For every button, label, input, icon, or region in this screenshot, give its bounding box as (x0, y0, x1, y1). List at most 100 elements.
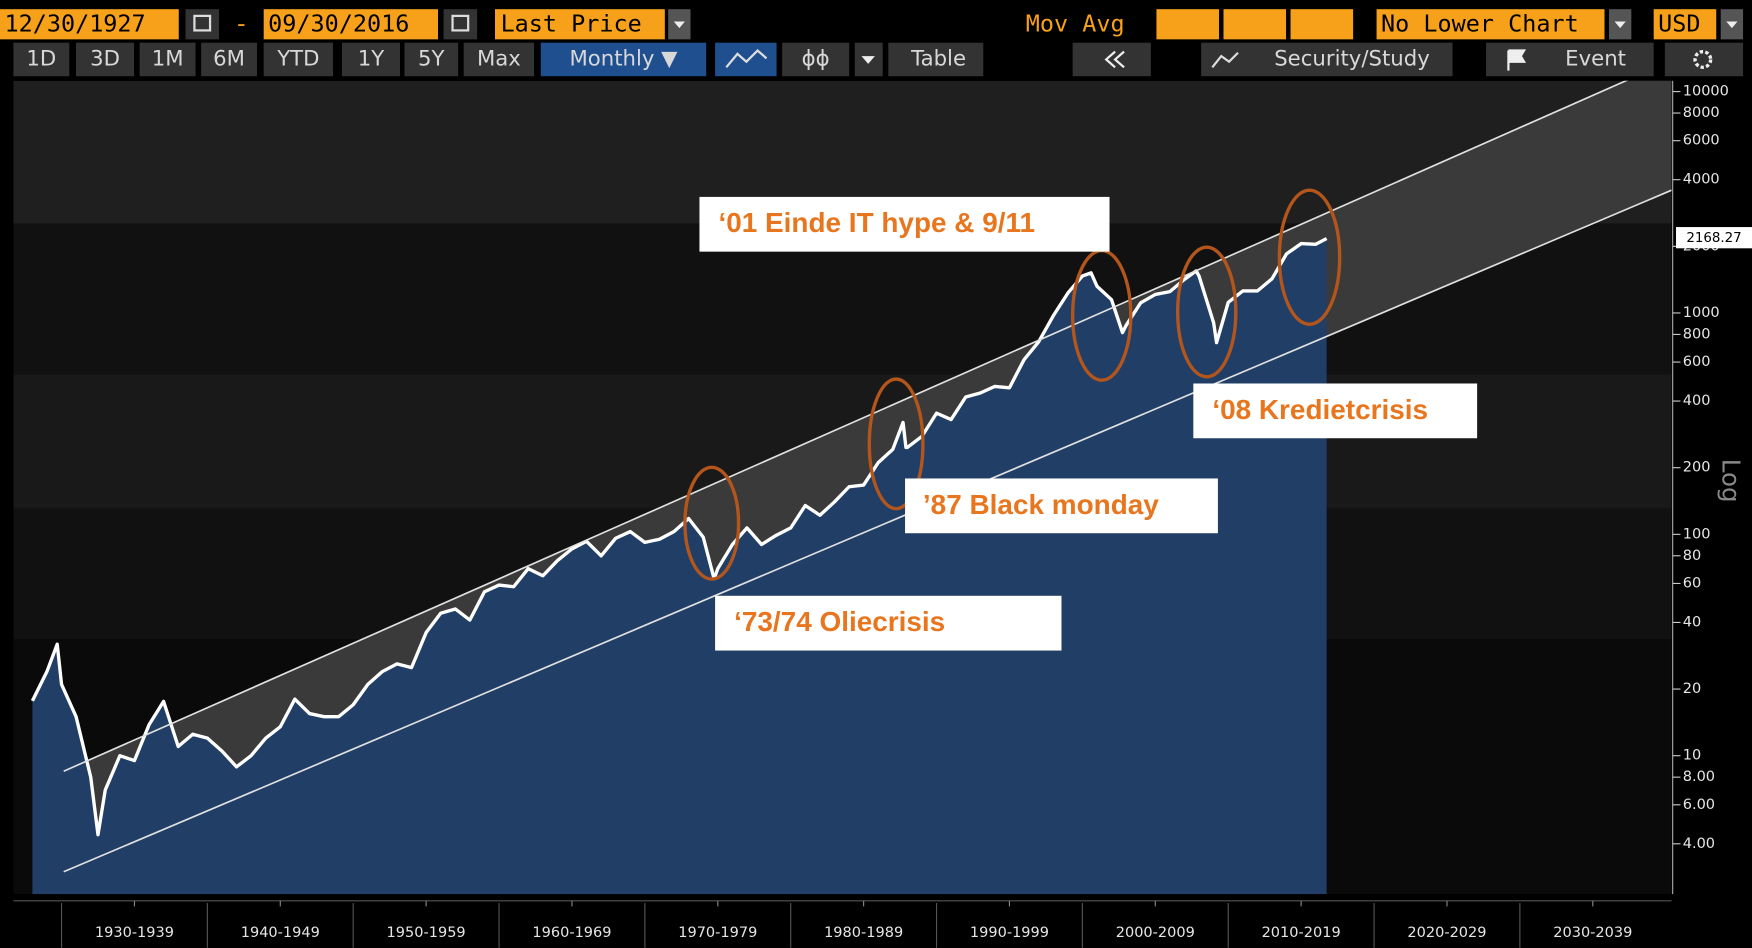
period-button[interactable] (201, 42, 257, 77)
annotation-box (1193, 383, 1478, 439)
y-tick-label: 20 (1683, 681, 1701, 697)
period-label: 1Y (358, 46, 385, 71)
calendar-icon (193, 14, 212, 32)
x-tick-label: 2030-2039 (1553, 925, 1632, 941)
period-label: 3D (90, 46, 120, 71)
period-button[interactable] (341, 42, 401, 77)
frequency-label: Monthly ▼ (569, 46, 678, 71)
annotation: ’87 Black monday (923, 489, 1159, 520)
currency-label: USD (1658, 9, 1700, 37)
x-tick-label: 2000-2009 (1116, 925, 1195, 941)
annotation: ‘08 Kredietcrisis (1212, 394, 1428, 425)
security-study-label: Security/Study (1274, 46, 1430, 71)
chevron (1113, 50, 1125, 69)
settings-button[interactable] (1664, 42, 1744, 77)
x-tick-label: 1930-1939 (95, 925, 174, 941)
event-label: Event (1565, 46, 1626, 71)
candle-chart-button[interactable] (782, 42, 850, 77)
annotation-box (699, 196, 1110, 252)
table-label: Table (910, 46, 966, 71)
highlight (683, 465, 741, 581)
toolbar-bottom: Monthly ▼ ɸɸ Table Security/Study Event … (13, 42, 1744, 77)
y-tick-label: 6.00 (1683, 797, 1715, 813)
annotation-box (715, 595, 1062, 651)
x-tick-label: 1960-1969 (532, 925, 611, 941)
last-price-label: 2168.27 (1686, 231, 1741, 246)
y-tick-label: 80 (1683, 548, 1701, 564)
lower-chart-select[interactable] (1376, 9, 1605, 40)
y-tick-label: 4000 (1683, 172, 1720, 188)
security-study-button[interactable] (1201, 42, 1453, 77)
mov-avg-field[interactable] (1156, 9, 1220, 40)
candle-icon: ɸɸ (802, 46, 830, 71)
y-tick-label: 6000 (1683, 133, 1720, 149)
x-tick-label: 1980-1989 (824, 925, 903, 941)
price-label-box (1676, 227, 1752, 249)
y-tick-label: 4.00 (1683, 836, 1715, 852)
highlight (1176, 245, 1238, 379)
y-tick-label: 600 (1683, 354, 1711, 370)
period-button[interactable] (463, 42, 535, 77)
chevron (1104, 50, 1116, 69)
period-button[interactable] (13, 42, 70, 77)
y-tick-label: 100 (1683, 526, 1711, 542)
frequency-button[interactable] (540, 42, 707, 77)
y-tick-label: 10 (1683, 748, 1701, 764)
calendar-button[interactable] (443, 9, 478, 40)
x-tick-label: 2010-2019 (1262, 925, 1341, 941)
y-tick-label: 1000 (1683, 305, 1720, 321)
line-icon (725, 48, 768, 69)
field-label: Last Price (501, 9, 642, 37)
period-button[interactable] (404, 42, 459, 77)
calendar-button[interactable] (185, 9, 219, 40)
field-select[interactable] (494, 9, 665, 40)
start-date-field[interactable] (0, 9, 179, 40)
period-button[interactable] (263, 42, 333, 77)
toolbar-top: 12/30/1927 - 09/30/2016 Last Price Mov A… (0, 9, 1744, 40)
table-button[interactable] (888, 42, 984, 77)
y-tick-label: 800 (1683, 326, 1711, 342)
period-label: 1M (152, 46, 184, 71)
y-tick-label: 200 (1683, 460, 1711, 476)
date-separator: - (237, 9, 245, 37)
collapse-button[interactable] (1072, 42, 1151, 77)
annotation: ‘01 Einde IT hype & 9/11 (718, 207, 1035, 238)
x-tick-label: 2020-2029 (1407, 925, 1486, 941)
trend-upper (63, 80, 1629, 772)
x-tick-label: 1950-1959 (387, 925, 466, 941)
dropdown-arrow (1614, 21, 1626, 29)
end-date-field[interactable] (263, 9, 438, 40)
gear-icon (1693, 49, 1713, 69)
flag-icon (1507, 49, 1527, 71)
y-tick-label: 400 (1683, 393, 1711, 409)
x-axis: 1930-1939 1940-1949 1950-1959 1960-1969 1970… (60, 900, 1632, 948)
study-icon (1211, 51, 1239, 68)
period-button[interactable] (139, 42, 196, 77)
price-area (32, 238, 1327, 895)
mov-avg-field[interactable] (1223, 9, 1287, 40)
y-tick-label: 8000 (1683, 105, 1720, 121)
highlight (867, 377, 925, 511)
y-tick-label: 8.00 (1683, 769, 1715, 785)
period-label: YTD (276, 46, 319, 71)
period-button[interactable] (75, 42, 135, 77)
calendar-icon (451, 14, 470, 32)
end-date: 09/30/2016 (268, 9, 409, 37)
currency-select[interactable] (1653, 9, 1717, 40)
x-tick-label: 1970-1979 (678, 925, 757, 941)
period-label: 6M (213, 46, 245, 71)
line-chart-button[interactable] (715, 42, 777, 77)
period-label: 1D (26, 46, 56, 71)
dropdown-arrow (673, 21, 685, 29)
mov-avg-field[interactable] (1290, 9, 1354, 40)
dropdown-arrow (861, 56, 875, 64)
y-tick-label: 40 (1683, 614, 1701, 630)
y-tick-label: 10000 (1683, 84, 1729, 100)
start-date: 12/30/1927 (4, 9, 145, 37)
y-axis-title: Log (1717, 459, 1746, 503)
x-tick-label: 1940-1949 (241, 925, 320, 941)
y-tick-label: 60 (1683, 575, 1701, 591)
study-label: Mov Avg (1026, 9, 1125, 37)
